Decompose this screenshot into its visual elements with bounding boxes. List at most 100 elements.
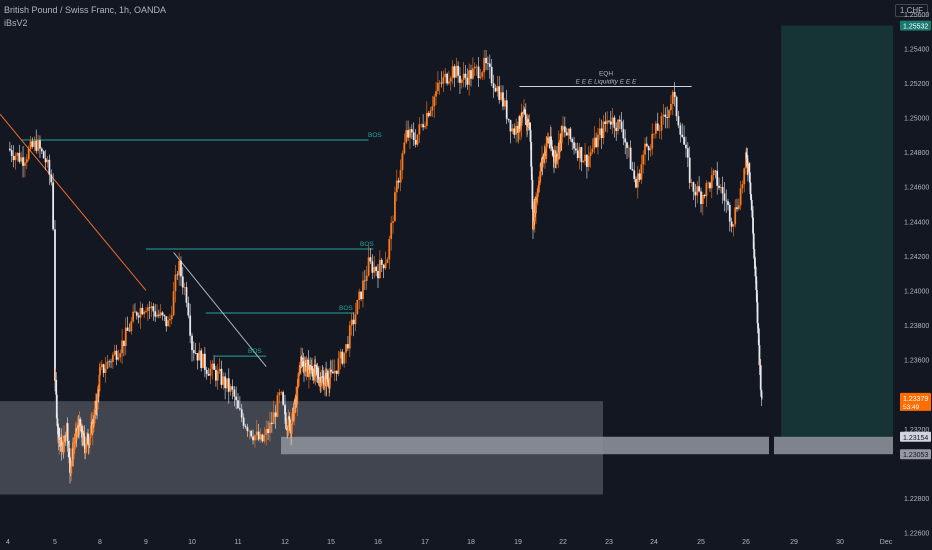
candle-body	[365, 275, 368, 281]
candle-133	[161, 311, 164, 321]
candle-322	[420, 123, 423, 128]
candle-body	[16, 152, 19, 156]
candle-body	[668, 110, 670, 118]
candle-body	[93, 409, 96, 424]
candle-120	[137, 312, 140, 324]
candle-515	[683, 125, 685, 145]
candle-body	[284, 414, 287, 422]
candle-body	[233, 389, 236, 397]
candle-542	[732, 224, 735, 237]
candle-268	[326, 370, 329, 383]
candle-408	[537, 176, 540, 198]
candle-body	[675, 96, 678, 117]
candle-body	[254, 435, 256, 441]
candle-body	[192, 350, 195, 354]
candle-283	[347, 336, 349, 351]
candle-312	[401, 150, 404, 180]
candle-body	[70, 466, 73, 474]
candle-211	[291, 410, 294, 427]
candle-183	[254, 434, 256, 448]
candle-body	[473, 66, 476, 69]
indicator-label[interactable]: iBsV2	[4, 18, 28, 28]
candle-221	[297, 375, 300, 389]
candle-body	[145, 311, 147, 312]
candle-494	[644, 137, 646, 166]
candle-347	[466, 68, 469, 90]
candle-body	[44, 158, 47, 163]
candle-body	[132, 311, 135, 322]
candle-152	[196, 352, 199, 370]
candle-body	[550, 136, 552, 146]
candle-body	[63, 435, 65, 452]
candle-body	[58, 437, 61, 444]
candle-533	[716, 161, 719, 195]
candle-body	[420, 124, 423, 125]
candle-body	[89, 433, 92, 438]
candle-328	[431, 96, 434, 117]
candle-body	[288, 416, 291, 420]
candle-body	[211, 363, 214, 369]
candle-570	[758, 339, 761, 375]
candle-503	[660, 112, 663, 140]
candle-534	[718, 177, 720, 191]
candle-body	[517, 125, 519, 133]
candle-body	[565, 132, 568, 136]
candle-body	[203, 353, 206, 370]
candle-body	[305, 367, 308, 372]
candle-154	[200, 348, 203, 372]
candle-body	[563, 126, 566, 133]
currency-button[interactable]: 1 CHF	[894, 4, 928, 17]
candle-body	[527, 124, 530, 127]
y-tick-13: 1.22600	[904, 531, 929, 538]
candle-498	[651, 123, 654, 156]
x-tick-9: 17	[421, 539, 429, 546]
candle-135	[165, 316, 168, 332]
y-tick-11: 1.23200	[904, 427, 929, 434]
price-tag-bg	[900, 20, 931, 31]
candle-278	[337, 350, 340, 377]
x-tick-4: 10	[188, 539, 196, 546]
candle-182	[252, 429, 254, 445]
candle-body	[536, 194, 539, 200]
candle-body	[272, 412, 275, 425]
candle-body	[152, 306, 155, 312]
candle-body	[141, 307, 144, 315]
candle-171	[231, 379, 234, 400]
candle-body	[222, 376, 225, 385]
candle-335	[444, 68, 447, 84]
candle-body	[180, 260, 182, 277]
candle-84	[90, 414, 92, 439]
candle-body	[531, 179, 534, 209]
candle-body	[498, 86, 501, 100]
candle-451	[565, 127, 568, 136]
candle-body	[380, 259, 383, 265]
candle-483	[624, 129, 627, 155]
candle-121	[139, 301, 142, 329]
candle-body	[547, 138, 549, 140]
candle-166	[222, 372, 225, 390]
candle-body	[246, 427, 249, 432]
candle-309	[395, 169, 398, 202]
x-tick-5: 11	[234, 539, 241, 546]
candle-body	[479, 76, 482, 79]
candle-body	[485, 57, 487, 64]
axis-layer: 1.25600 1.25400 1.25200 1.25000 1.24800 1.246…	[6, 12, 931, 546]
candle-body	[163, 315, 166, 317]
candle-430	[550, 139, 553, 148]
candle-504	[662, 103, 665, 125]
candle-body	[560, 127, 563, 144]
candle-528	[707, 181, 710, 189]
candle-105	[110, 358, 112, 369]
candle-body	[745, 152, 748, 159]
candle-538	[725, 189, 728, 213]
candle-body	[677, 116, 680, 126]
candle-body	[453, 66, 456, 78]
candle-body	[157, 314, 160, 316]
candle-529	[709, 181, 711, 192]
candle-body	[54, 229, 56, 381]
candle-227	[301, 348, 304, 367]
candle-body	[378, 259, 381, 279]
candle-48	[68, 440, 71, 461]
candle-body	[128, 330, 131, 332]
